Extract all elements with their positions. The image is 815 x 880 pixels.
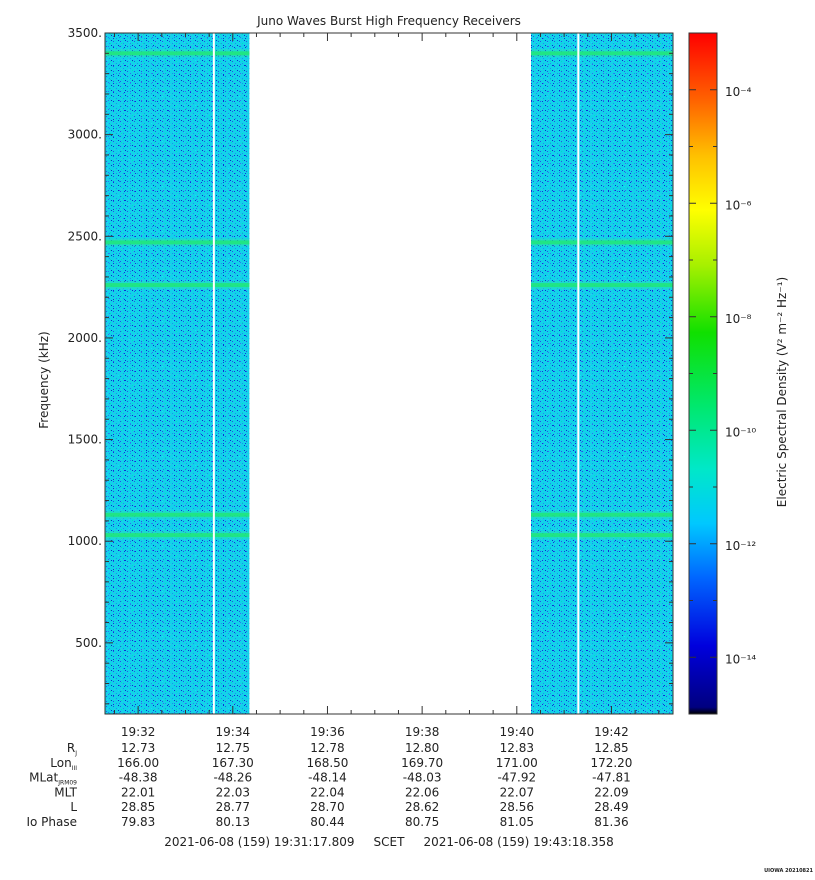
emission-band-halo: [105, 281, 250, 290]
emission-band: [105, 533, 250, 538]
emission-band: [105, 283, 250, 288]
colorbar-tick-label: 10⁻¹²: [725, 539, 756, 553]
ephemeris-value: 28.85: [121, 800, 155, 814]
time-range-text: 2021-06-08 (159) 19:31:17.809 SCET 2021-…: [164, 835, 614, 849]
ephemeris-value: 22.04: [310, 785, 344, 799]
ephemeris-value: 22.03: [216, 785, 250, 799]
ephemeris-value: -48.03: [403, 771, 442, 785]
ephemeris-row-label: RJ: [67, 741, 77, 757]
ephemeris-value: 166.00: [117, 756, 159, 770]
emission-band: [531, 240, 673, 245]
emission-band-halo: [105, 510, 250, 519]
colorbar: [688, 32, 718, 715]
ephemeris-value: 28.56: [500, 800, 534, 814]
ephemeris-row-label: LonIII: [50, 756, 77, 772]
emission-band-halo: [105, 49, 250, 58]
colorbar-tick-label: 10⁻¹⁰: [725, 425, 756, 439]
emission-band-halo: [531, 238, 673, 247]
y-tick-label: 2000.: [68, 331, 102, 345]
ephemeris-value: 80.13: [216, 815, 250, 829]
y-tick-label: 1500.: [68, 433, 102, 447]
y-tick-label: 2500.: [68, 229, 102, 243]
ephemeris-value: 169.70: [401, 756, 443, 770]
x-tick-label: 19:36: [310, 725, 345, 739]
emission-band: [105, 512, 250, 517]
ephemeris-value: 12.80: [405, 741, 439, 755]
ephemeris-value: 167.30: [212, 756, 254, 770]
emission-band: [531, 283, 673, 288]
ephemeris-row-label: L: [70, 800, 77, 814]
emission-band: [105, 51, 250, 56]
segment-noise: [531, 33, 673, 714]
emission-band: [531, 51, 673, 56]
ephemeris-value: 22.01: [121, 785, 155, 799]
ephemeris-value: 12.73: [121, 741, 155, 755]
data-gap-line: [212, 33, 215, 714]
ephemeris-value: 12.75: [216, 741, 250, 755]
ephemeris-value: 28.77: [216, 800, 250, 814]
ephemeris-row-label: MLT: [54, 785, 77, 799]
emission-band: [531, 533, 673, 538]
credit-text: UIOWA 20210821: [764, 868, 813, 874]
ephemeris-value: -48.26: [213, 771, 252, 785]
ephemeris-value: 81.36: [594, 815, 628, 829]
ephemeris-row-label: Io Phase: [26, 815, 77, 829]
emission-band-halo: [531, 49, 673, 58]
y-tick-label: 500.: [75, 636, 102, 650]
x-tick-label: 19:32: [121, 725, 156, 739]
ephemeris-value: 80.44: [310, 815, 344, 829]
emission-band-halo: [105, 531, 250, 540]
ephemeris-row-label: MLatJRM09: [29, 771, 77, 787]
y-tick-label: 3000.: [68, 128, 102, 142]
ephemeris-value: 22.09: [594, 785, 628, 799]
ephemeris-value: 28.62: [405, 800, 439, 814]
ephemeris-value: 12.85: [594, 741, 628, 755]
ephemeris-value: -48.38: [119, 771, 158, 785]
ephemeris-value: -47.81: [592, 771, 631, 785]
emission-band-halo: [531, 281, 673, 290]
emission-band-halo: [105, 238, 250, 247]
ephemeris-value: 168.50: [306, 756, 348, 770]
ephemeris-value: -48.14: [308, 771, 347, 785]
spectrogram-segment: [105, 33, 250, 714]
ephemeris-value: 22.07: [500, 785, 534, 799]
colorbar-tick-label: 10⁻⁸: [725, 312, 752, 326]
emission-band-halo: [531, 510, 673, 519]
colorbar-tick-label: 10⁻¹⁴: [725, 652, 756, 666]
emission-band-halo: [531, 531, 673, 540]
x-tick-label: 19:38: [405, 725, 440, 739]
colorbar-tick-label: 10⁻⁶: [725, 198, 752, 212]
data-gap-line: [577, 33, 580, 714]
y-tick-label: 1000.: [68, 534, 102, 548]
ephemeris-value: 22.06: [405, 785, 439, 799]
colorbar-label: Electric Spectral Density (V² m⁻² Hz⁻¹): [775, 277, 789, 507]
ephemeris-value: 28.70: [310, 800, 344, 814]
segment-noise: [105, 33, 250, 714]
spectrogram-segment: [531, 33, 673, 714]
ephemeris-value: 172.20: [590, 756, 632, 770]
ephemeris-value: 80.75: [405, 815, 439, 829]
ephemeris-value: 28.49: [594, 800, 628, 814]
ephemeris-value: 81.05: [500, 815, 534, 829]
ephemeris-value: -47.92: [497, 771, 536, 785]
ephemeris-value: 12.83: [500, 741, 534, 755]
y-axis-label: Frequency (kHz): [37, 331, 51, 428]
plot-frame: [104, 32, 674, 715]
ephemeris-value: 171.00: [496, 756, 538, 770]
ephemeris-value: 12.78: [310, 741, 344, 755]
ephemeris-value: 79.83: [121, 815, 155, 829]
chart-title: Juno Waves Burst High Frequency Receiver…: [256, 14, 521, 28]
emission-band: [531, 512, 673, 517]
emission-band: [105, 240, 250, 245]
x-tick-label: 19:40: [500, 725, 535, 739]
x-tick-label: 19:42: [594, 725, 629, 739]
colorbar-tick-label: 10⁻⁴: [725, 85, 752, 99]
x-tick-label: 19:34: [216, 725, 251, 739]
y-tick-label: 3500.: [68, 26, 102, 40]
